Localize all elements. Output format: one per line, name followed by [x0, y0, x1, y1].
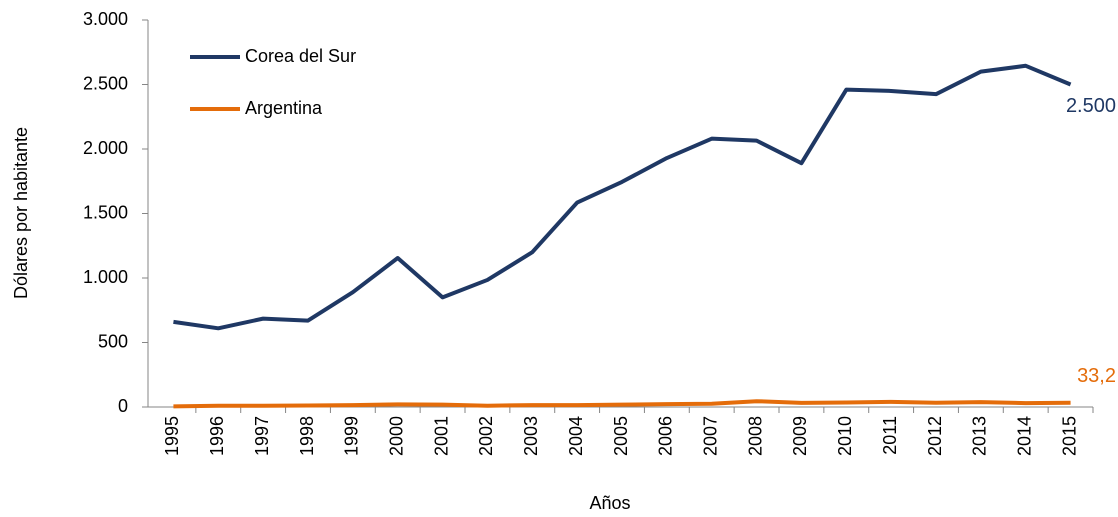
x-tick-label: 2008 — [745, 416, 765, 456]
x-tick-label: 2003 — [521, 416, 541, 456]
y-tick-label: 2.500 — [83, 73, 128, 93]
legend-label: Argentina — [245, 98, 323, 118]
y-tick-label: 0 — [118, 396, 128, 416]
x-tick-label: 1997 — [252, 416, 272, 456]
x-tick-label: 2009 — [790, 416, 810, 456]
y-tick-label: 1.000 — [83, 267, 128, 287]
y-tick-label: 1.500 — [83, 202, 128, 222]
y-tick-label: 3.000 — [83, 9, 128, 29]
x-tick-label: 2001 — [431, 416, 451, 456]
x-tick-label: 2011 — [880, 416, 900, 455]
line-series — [173, 399, 1071, 409]
x-tick-label: 2014 — [1014, 416, 1034, 456]
x-tick-label: 2005 — [611, 416, 631, 456]
x-tick-label: 2013 — [970, 416, 990, 456]
x-tick-label: 2012 — [925, 416, 945, 456]
y-tick-label: 500 — [98, 331, 128, 351]
x-tick-label: 1998 — [297, 416, 317, 456]
x-tick-label: 1995 — [162, 416, 182, 456]
x-tick-label: 1996 — [207, 416, 227, 456]
x-tick-label: 2002 — [476, 416, 496, 456]
line-series — [173, 63, 1072, 331]
x-tick-label: 2006 — [656, 416, 676, 456]
x-tick-label: 2010 — [835, 416, 855, 456]
x-tick-label: 2007 — [700, 416, 720, 456]
legend-label: Corea del Sur — [245, 46, 356, 66]
y-axis-label: Dólares por habitante — [11, 127, 31, 299]
x-tick-label: 2000 — [386, 416, 406, 456]
x-tick-label: 1999 — [342, 416, 362, 456]
y-tick-label: 2.000 — [83, 138, 128, 158]
data-label: 33,2 — [1077, 365, 1116, 387]
x-axis-label: Años — [589, 493, 630, 513]
x-tick-label: 2015 — [1059, 416, 1079, 456]
data-label: 2.500 — [1066, 95, 1116, 117]
x-tick-label: 2004 — [566, 416, 586, 456]
